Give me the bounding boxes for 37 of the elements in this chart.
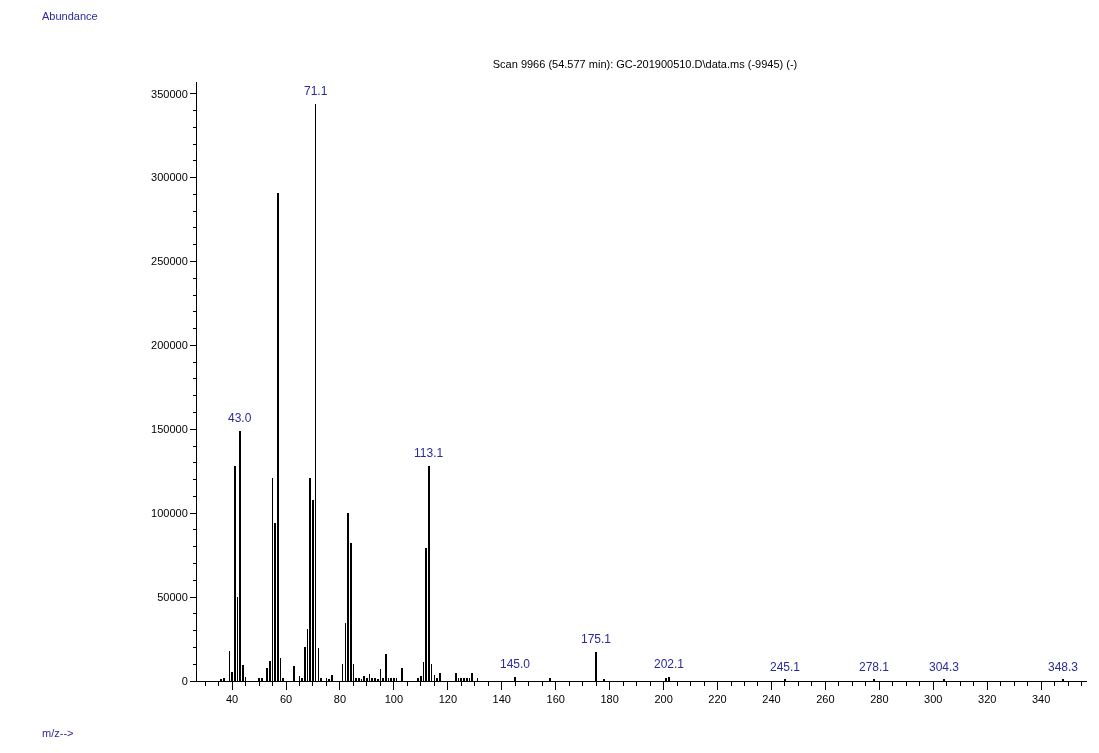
- annotation: 245.1: [770, 660, 801, 674]
- x-tick-label: 180: [600, 693, 619, 706]
- x-tick-label: 280: [870, 693, 889, 706]
- x-tick-label: 120: [438, 693, 457, 706]
- x-tick-label: 260: [816, 693, 835, 706]
- y-tick-label: 250000: [151, 255, 188, 268]
- annotation: 71.1: [304, 84, 328, 98]
- annotation: 304.3: [929, 660, 960, 674]
- x-tick-label: 200: [654, 693, 673, 706]
- annotation: 175.1: [581, 632, 612, 646]
- text: m/z-->: [42, 727, 74, 739]
- annotation: 113.1: [414, 446, 444, 460]
- x-tick-label: 220: [708, 693, 727, 706]
- text: Abundance: [42, 10, 98, 22]
- x-tick-label: 80: [333, 693, 347, 706]
- x-tick-label: 60: [279, 693, 293, 706]
- annotation: 43.0: [228, 411, 252, 425]
- chart-title: Scan 9966 (54.577 min): GC-201900510.D\data.ms (-9945) (-): [492, 57, 798, 70]
- x-tick-label: 300: [924, 693, 943, 706]
- x-tick-label: 240: [762, 693, 781, 706]
- x-tick-label: 100: [384, 693, 404, 706]
- y-tick-label: 350000: [151, 87, 188, 100]
- x-tick-label: 320: [978, 693, 997, 706]
- x-tick-label: 140: [492, 693, 511, 706]
- y-tick-label: 100000: [151, 507, 188, 520]
- y-tick-label: 50000: [157, 590, 188, 603]
- y-tick-label: 200000: [151, 339, 188, 352]
- y-tick-label: 150000: [151, 423, 188, 436]
- x-tick-label: 160: [546, 693, 565, 706]
- x-tick-label: 40: [225, 693, 239, 706]
- annotation: 202.1: [654, 657, 685, 671]
- y-tick-label: 0: [181, 674, 188, 687]
- annotation: 348.3: [1048, 660, 1079, 674]
- x-tick-label: 340: [1031, 693, 1051, 706]
- annotation: 145.0: [500, 657, 531, 671]
- annotation: 278.1: [859, 660, 890, 674]
- y-tick-label: 300000: [151, 171, 188, 184]
